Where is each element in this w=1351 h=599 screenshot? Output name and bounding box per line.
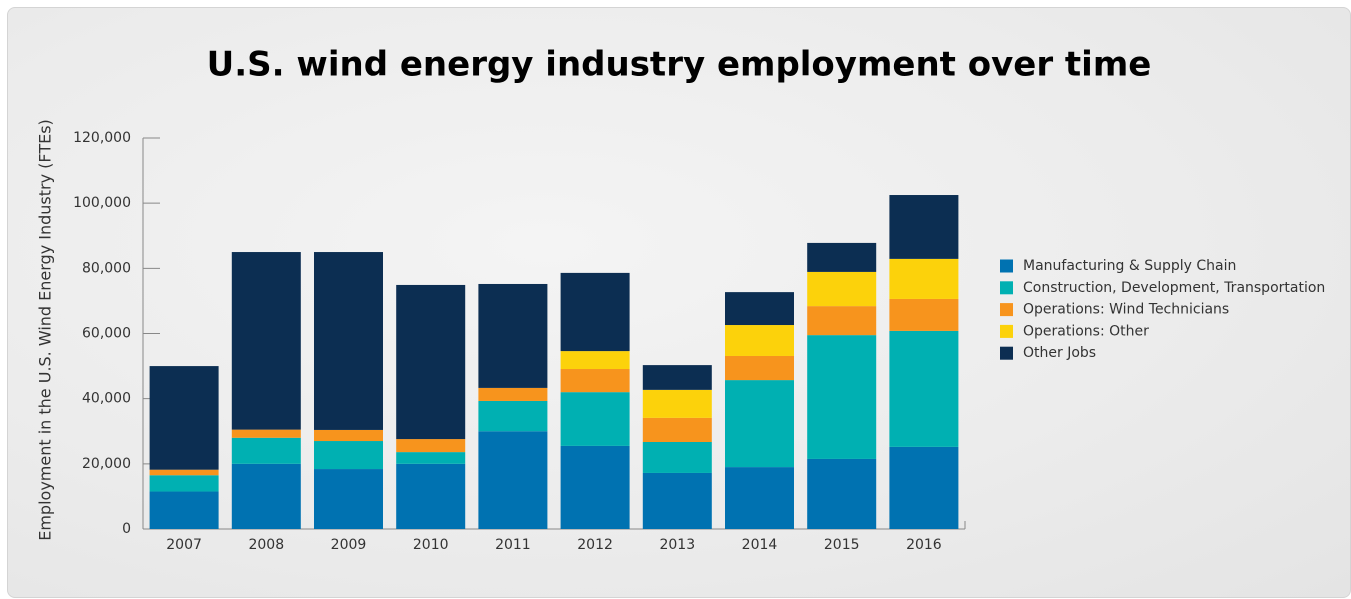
bar-segment (149, 469, 219, 476)
legend-label: Operations: Wind Technicians (1023, 302, 1229, 318)
bar-segment (807, 242, 877, 272)
legend-swatch (1000, 259, 1013, 273)
y-axis-label: Employment in the U.S. Wind Energy Indus… (36, 119, 55, 541)
bar-segment (560, 445, 630, 529)
legend-swatch (1000, 281, 1013, 295)
bar-segment (725, 292, 794, 326)
x-tick-label: 2015 (824, 537, 860, 553)
bar-segment (314, 441, 383, 470)
x-tick-label: 2007 (166, 537, 202, 553)
bar-segment (642, 417, 712, 443)
x-tick-label: 2012 (577, 537, 613, 553)
y-tick-label: 100,000 (73, 195, 131, 211)
bar-segment (560, 392, 630, 446)
bar-segment (149, 491, 219, 529)
bar-segment (642, 442, 712, 473)
x-tick-label: 2011 (495, 537, 531, 553)
bar-segment (889, 195, 959, 259)
bar-segment (642, 365, 712, 390)
bar-segment (396, 452, 466, 464)
bar-segment (231, 437, 301, 464)
bar-segment (149, 366, 219, 470)
bar-segment (560, 351, 630, 370)
bar-segment (642, 389, 712, 418)
bar-segment (231, 429, 301, 438)
bar-segment (807, 335, 877, 459)
bar-segment (314, 252, 383, 430)
bar-segment (807, 271, 877, 307)
bar-segment (231, 252, 301, 430)
legend-swatch (1000, 303, 1013, 317)
chart-title: U.S. wind energy industry employment ove… (207, 45, 1152, 85)
bar-segment (889, 298, 959, 331)
y-tick-label: 120,000 (73, 130, 131, 146)
y-tick-label: 80,000 (82, 260, 131, 276)
bar-segment (807, 306, 877, 336)
y-tick-label: 0 (122, 521, 131, 537)
x-tick-label: 2014 (742, 537, 778, 553)
legend-label: Manufacturing & Supply Chain (1023, 258, 1236, 274)
bar-segment (231, 463, 301, 529)
x-tick-label: 2013 (659, 537, 695, 553)
legend-label: Operations: Other (1023, 323, 1149, 339)
bar-segment (478, 431, 548, 529)
bar-segment (889, 330, 959, 447)
bar-segment (314, 469, 383, 529)
bar-segment (725, 355, 794, 381)
bar-segment (642, 472, 712, 529)
bar-segment (396, 284, 466, 440)
legend-label: Construction, Development, Transportatio… (1023, 280, 1325, 296)
bar-segment (889, 258, 959, 299)
legend-label: Other Jobs (1023, 345, 1096, 361)
bar-segment (396, 463, 466, 529)
y-tick-label: 40,000 (82, 391, 131, 407)
legend-swatch (1000, 324, 1013, 338)
x-tick-label: 2010 (413, 537, 449, 553)
bar-segment (478, 400, 548, 432)
bar-segment (560, 369, 630, 393)
bar-segment (889, 446, 959, 529)
bar-segment (478, 387, 548, 401)
x-tick-label: 2008 (248, 537, 284, 553)
bar-segment (725, 467, 794, 529)
legend-swatch (1000, 346, 1013, 360)
x-tick-label: 2016 (906, 537, 942, 553)
bar-segment (149, 475, 219, 492)
y-tick-label: 60,000 (82, 326, 131, 342)
bar-segment (396, 439, 466, 453)
x-tick-label: 2009 (331, 537, 367, 553)
bar-segment (560, 272, 630, 352)
bar-segment (314, 429, 383, 442)
bar-segment (807, 458, 877, 529)
bar-segment (725, 380, 794, 468)
y-tick-label: 20,000 (82, 456, 131, 472)
bar-segment (478, 283, 548, 388)
bar-segment (725, 325, 794, 356)
